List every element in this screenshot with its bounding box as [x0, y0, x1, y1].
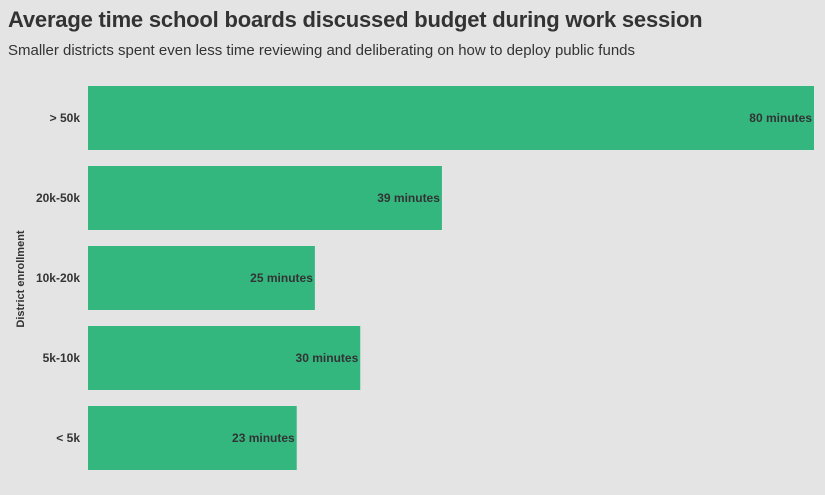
chart-subtitle: Smaller districts spent even less time r… [8, 42, 636, 59]
bar-value-label: 80 minutes [749, 111, 812, 125]
category-tick-label: 20k-50k [36, 191, 80, 205]
category-tick-label: > 50k [50, 111, 81, 125]
bar-3 [88, 326, 361, 390]
y-axis-title: District enrollment [15, 230, 27, 328]
bar-value-label: 39 minutes [377, 191, 440, 205]
bar-1 [88, 166, 442, 230]
category-tick-label: 10k-20k [36, 271, 80, 285]
bar-value-label: 30 minutes [296, 351, 359, 365]
bar-4 [88, 406, 297, 470]
bars-group: > 50k 80 minutes 20k-50k 39 minutes 10k-20k 2… [36, 86, 814, 470]
bar-2 [88, 246, 315, 310]
bar-value-label: 25 minutes [250, 271, 313, 285]
category-tick-label: 5k-10k [43, 351, 81, 365]
chart-title: Average time school boards discussed bud… [8, 7, 703, 32]
bar-value-label: 23 minutes [232, 431, 295, 445]
category-tick-label: < 5k [56, 431, 80, 445]
bar-0 [88, 86, 814, 150]
